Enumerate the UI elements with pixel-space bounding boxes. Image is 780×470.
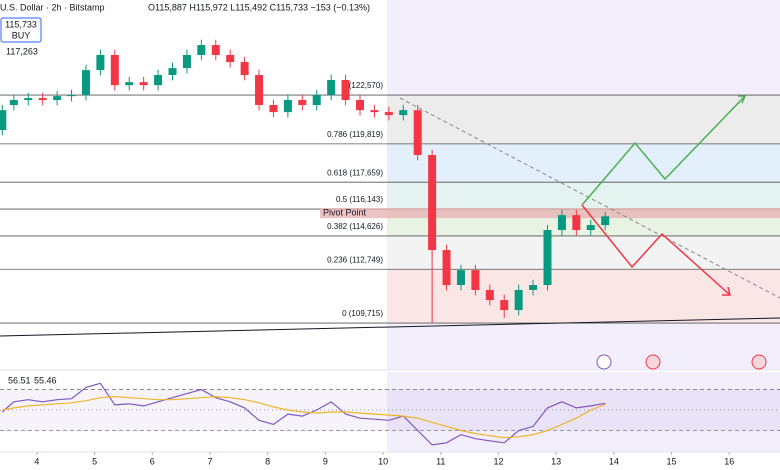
fib-zone [387, 269, 780, 324]
candle-body [255, 75, 264, 105]
candle-body [341, 79, 350, 101]
bear-path [581, 204, 731, 296]
fib-label: 0.5 (116,143) [336, 195, 383, 204]
rsi-line [1, 382, 606, 446]
event-icon[interactable] [645, 354, 661, 370]
chart-title: U.S. Dollar · 2h · Bitstamp [0, 2, 105, 12]
x-tick-label: 14 [609, 456, 619, 466]
fib-zone [387, 95, 780, 144]
x-tick-label: 5 [92, 456, 97, 466]
fib-zone [387, 235, 780, 270]
candle-body [428, 155, 437, 251]
candle-body [442, 250, 451, 286]
trend-line [0, 317, 780, 337]
candle-body [312, 95, 321, 105]
arrow-head [738, 95, 747, 104]
rsi-band [0, 389, 780, 431]
x-tick-label: 16 [724, 456, 734, 466]
pivot-label: Pivot Point [323, 207, 367, 217]
event-icon[interactable] [751, 354, 767, 370]
x-tick-label: 6 [150, 456, 155, 466]
fib-zone [387, 182, 780, 210]
candle-body [139, 82, 148, 86]
candle-body [500, 300, 509, 311]
candle-body [529, 285, 538, 290]
projection-zone [387, 372, 780, 452]
candle-body [601, 216, 610, 226]
x-tick-label: 8 [265, 456, 270, 466]
event-icon[interactable] [596, 354, 612, 370]
fib-label: 0 (109,715) [342, 309, 383, 318]
candle-body [38, 98, 47, 101]
price-label: 117,263 [6, 46, 38, 56]
candle-body [269, 104, 278, 113]
candle-body [471, 270, 480, 290]
candle-body [456, 270, 465, 286]
bull-path [581, 95, 746, 206]
price-box[interactable] [0, 17, 42, 43]
candle-body [168, 68, 177, 76]
candle-body [514, 289, 523, 311]
candle-body [197, 45, 206, 55]
candle-body [53, 96, 62, 101]
x-tick-label: 13 [551, 456, 561, 466]
candle-body [226, 54, 235, 63]
rsi-value: 55.46 [34, 375, 57, 385]
candle-body [110, 54, 119, 86]
candle-body [384, 112, 393, 116]
price-label: 115,733 [5, 19, 37, 29]
fib-label: 1 (122,570) [342, 81, 383, 90]
candle-body [283, 100, 292, 113]
candle-body [96, 54, 105, 71]
candle-body [586, 225, 595, 231]
candle-body [154, 75, 163, 86]
candle-body [572, 215, 581, 231]
rsi-value: 56.51 [8, 375, 31, 385]
x-tick-label: 11 [436, 456, 445, 466]
arrow-head [722, 286, 731, 296]
x-tick-label: 9 [323, 456, 328, 466]
candle-body [399, 110, 408, 116]
candle-body [9, 100, 18, 105]
ohlc: O115,887 H115,972 L115,492 C115,733 −153… [148, 2, 370, 12]
candle-body [125, 82, 134, 86]
fib-label: 0.786 (119,819) [327, 130, 383, 139]
buy-button[interactable]: BUY [12, 30, 31, 40]
fib-zone [387, 143, 780, 183]
candle-body [211, 45, 220, 55]
fib-label: 0.382 (114,626) [327, 222, 383, 231]
x-tick-label: 10 [378, 456, 388, 466]
candle-body [557, 215, 566, 231]
pivot-band [320, 208, 780, 219]
candle-body [370, 110, 379, 113]
candle-body [356, 100, 364, 111]
x-tick-label: 4 [34, 456, 39, 466]
candle-body [240, 62, 249, 76]
x-tick-label: 12 [493, 456, 503, 466]
candle-body [182, 54, 191, 69]
x-tick-label: 7 [207, 456, 212, 466]
rsi-line [2, 395, 606, 439]
x-tick-label: 15 [667, 456, 677, 466]
candle-body [413, 110, 422, 156]
candle-body [81, 70, 90, 96]
candle-body [24, 98, 33, 101]
candle-body [327, 79, 336, 96]
candle-body [0, 110, 7, 131]
candle-body [298, 100, 307, 105]
candle-body [67, 95, 76, 97]
trend-line [399, 97, 780, 299]
candle-body [543, 230, 552, 286]
candle-body [485, 289, 494, 301]
fib-label: 0.236 (112,749) [327, 255, 383, 264]
fib-label: 0.618 (117,659) [327, 168, 383, 177]
